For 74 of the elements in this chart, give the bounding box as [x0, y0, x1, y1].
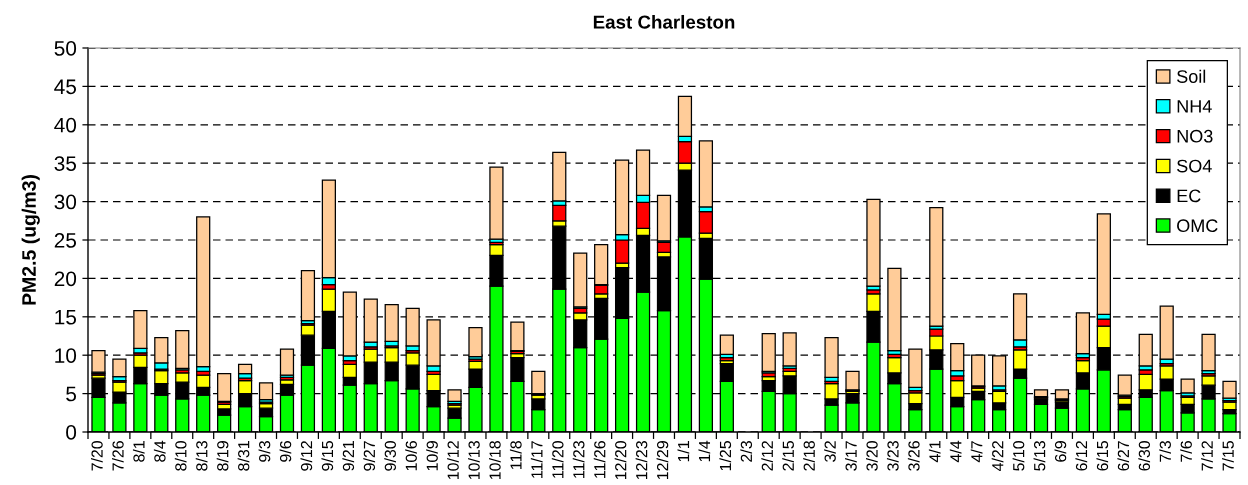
y-tick-label: 15 [55, 310, 77, 325]
x-tick-label: 3/26 [907, 441, 920, 471]
y-tick-label: 40 [54, 117, 77, 133]
x-tick-label: 4/7 [970, 441, 983, 463]
legend-label: SO4 [1177, 159, 1212, 173]
x-tick-label: 6/27 [1117, 441, 1130, 471]
x-tick-label: 8/1 [132, 441, 145, 462]
legend-label: NH4 [1177, 100, 1212, 113]
x-tick-label: 11/20 [551, 440, 564, 478]
x-tick-label: 7/26 [111, 441, 124, 471]
y-tick-label: 30 [54, 194, 77, 210]
x-tick-label: 10/18 [488, 441, 501, 480]
x-tick-label: 3/20 [866, 440, 878, 471]
x-tick-label: 2/3 [740, 441, 753, 462]
legend-label: Soil [1177, 69, 1206, 83]
x-tick-label: 3/2 [824, 441, 836, 462]
x-tick-label: 7/12 [1201, 441, 1213, 471]
x-tick-label: 12/20 [614, 440, 627, 480]
x-tick-label: 2/12 [761, 441, 774, 471]
x-tick-label: 6/30 [1138, 440, 1151, 471]
y-tick-label: 20 [54, 271, 77, 287]
x-tick-label: 3/17 [845, 441, 857, 471]
y-tick-label: 5 [66, 386, 77, 402]
x-tick-label: 11/26 [593, 441, 606, 478]
x-tick-label: 10/12 [447, 441, 459, 480]
x-tick-label: 12/23 [635, 441, 648, 480]
x-tick-label: 1/1 [677, 441, 690, 462]
x-tick-label: 8/4 [153, 440, 166, 462]
x-tick-label: 9/21 [342, 441, 355, 471]
x-tick-label: 6/12 [1075, 441, 1088, 471]
x-tick-label: 7/20 [91, 440, 103, 471]
chart-title: East Charleston [593, 14, 735, 29]
x-tick-label: 11/17 [530, 441, 543, 478]
y-axis-title: PM2.5 (ug/m3) [21, 175, 40, 305]
x-tick-label: 7/3 [1159, 441, 1171, 462]
x-tick-label: 8/19 [216, 441, 229, 471]
x-tick-label: 9/3 [258, 441, 271, 462]
x-tick-label: 8/10 [174, 440, 187, 471]
y-tick-label: 35 [54, 156, 77, 171]
x-tick-label: 4/4 [949, 440, 962, 463]
x-tick-label: 10/9 [426, 441, 438, 471]
legend-label: EC [1177, 189, 1201, 203]
y-tick-label: 45 [54, 79, 77, 95]
x-tick-label: 11/8 [509, 441, 522, 470]
x-tick-label: 9/12 [300, 441, 313, 471]
x-tick-label: 2/15 [782, 441, 794, 471]
x-tick-label: 12/29 [656, 441, 669, 480]
x-tick-label: 5/10 [1012, 440, 1025, 471]
x-tick-label: 2/18 [803, 441, 815, 471]
x-tick-label: 6/15 [1096, 441, 1109, 471]
x-tick-label: 1/4 [698, 440, 711, 462]
y-tick-label: 50 [54, 41, 77, 56]
x-tick-label: 9/15 [321, 441, 334, 471]
x-tick-label: 11/23 [572, 441, 585, 478]
x-tick-label: 7/6 [1180, 441, 1192, 462]
x-tick-label: 3/23 [886, 441, 899, 471]
x-tick-label: 4/1 [928, 441, 941, 463]
x-tick-label: 10/13 [468, 441, 480, 480]
y-tick-label: 0 [66, 425, 77, 440]
x-tick-label: 9/30 [384, 440, 396, 471]
legend-label: NO3 [1177, 129, 1213, 143]
y-tick-label: 10 [55, 348, 77, 363]
y-tick-label: 25 [54, 233, 77, 248]
legend-label: OMC [1177, 219, 1218, 233]
x-tick-label: 8/31 [237, 441, 250, 471]
x-tick-label: 5/13 [1033, 441, 1046, 471]
x-tick-label: 4/22 [991, 441, 1004, 472]
x-tick-label: 10/6 [405, 441, 417, 471]
x-tick-label: 6/9 [1054, 441, 1067, 462]
x-tick-label: 7/15 [1222, 441, 1234, 471]
x-tick-label: 9/6 [279, 441, 292, 462]
x-tick-label: 9/27 [363, 441, 376, 471]
x-tick-label: 8/13 [195, 441, 208, 471]
x-tick-label: 1/25 [719, 441, 732, 471]
